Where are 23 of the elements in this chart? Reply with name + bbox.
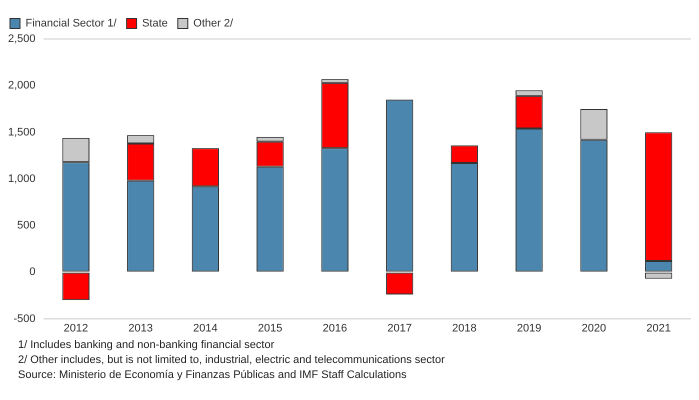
x-tick-label: 2016 <box>322 322 348 334</box>
x-tick-label: 2013 <box>128 322 153 334</box>
y-tick-label: 500 <box>17 220 36 232</box>
x-tick-label: 2017 <box>387 322 412 334</box>
legend-label: State <box>142 18 168 30</box>
y-tick-label: 1,500 <box>8 126 36 138</box>
x-tick-label: 2020 <box>582 322 606 334</box>
x-tick-label: 2014 <box>193 322 218 334</box>
source-note: Source: Ministerio de Economía y Finanzas Públicas and IMF Staff Calculations <box>18 368 408 383</box>
text: 2/ Other includes, but is not limited to, industrial, electric and telecommunications sector <box>18 353 446 368</box>
legend-label: Other 2/ <box>193 18 234 30</box>
y-tick-label: 0 <box>29 266 36 278</box>
x-tick-label: 2012 <box>64 322 88 334</box>
legend-label: Financial Sector 1/ <box>26 18 118 30</box>
text: 1/ Includes banking and non-banking financial sector <box>18 338 276 353</box>
y-tick-label: 2,500 <box>8 33 36 46</box>
y-tick-label: 2,000 <box>8 80 36 92</box>
x-tick-label: 2018 <box>452 322 477 334</box>
x-tick-label: 2019 <box>516 322 542 334</box>
y-tick-label: 1,000 <box>8 172 36 185</box>
x-tick-label: 2021 <box>646 322 671 334</box>
x-tick-label: 2015 <box>258 322 282 334</box>
y-tick-label: -500 <box>13 312 36 325</box>
